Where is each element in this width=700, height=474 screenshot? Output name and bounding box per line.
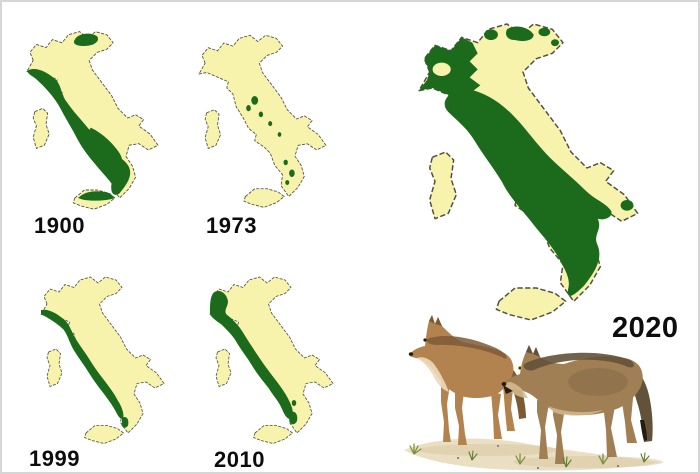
year-label-1973: 1973	[206, 213, 257, 238]
map-panel-1999	[10, 268, 198, 448]
map-panel-2010	[192, 268, 354, 448]
map-panel-1900	[8, 22, 180, 214]
italy-map-1900	[26, 31, 159, 210]
italy-map-1999	[40, 276, 165, 444]
wolf-left	[408, 315, 526, 445]
italy-map-2020	[418, 23, 639, 321]
italy-map-1973	[198, 34, 327, 208]
year-label-1900: 1900	[34, 213, 85, 238]
italy-map-2010	[209, 276, 334, 444]
year-label-2020: 2020	[612, 312, 679, 344]
wolf-right	[501, 345, 653, 464]
year-label-2010: 2010	[214, 447, 265, 472]
two-wolves-illustration	[404, 315, 663, 471]
map-panel-1973	[185, 26, 343, 212]
grass-tufts	[409, 443, 650, 469]
map-panel-2020	[380, 8, 682, 328]
year-label-1999: 1999	[29, 446, 80, 471]
